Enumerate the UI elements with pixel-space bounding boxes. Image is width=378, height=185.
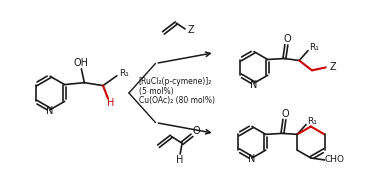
Text: N: N bbox=[46, 106, 54, 116]
Text: H: H bbox=[107, 98, 115, 108]
Text: R₁: R₁ bbox=[307, 117, 317, 126]
Text: Cu(OAc)₂ (80 mol%): Cu(OAc)₂ (80 mol%) bbox=[139, 96, 215, 105]
Text: H: H bbox=[177, 155, 184, 165]
Text: OH: OH bbox=[74, 58, 89, 68]
Text: CHO: CHO bbox=[324, 155, 344, 164]
Text: N: N bbox=[250, 80, 258, 90]
Text: Z: Z bbox=[187, 25, 194, 35]
Text: R₁: R₁ bbox=[119, 69, 129, 78]
Text: (5 mol%): (5 mol%) bbox=[139, 87, 174, 95]
Text: O: O bbox=[282, 109, 289, 119]
Text: N: N bbox=[248, 154, 256, 164]
Text: O: O bbox=[192, 126, 200, 136]
Text: Z: Z bbox=[329, 62, 336, 72]
Text: O: O bbox=[284, 34, 291, 44]
Text: R₁: R₁ bbox=[309, 43, 319, 52]
Text: [RuCl₂(p-cymene)]₂: [RuCl₂(p-cymene)]₂ bbox=[139, 77, 212, 86]
